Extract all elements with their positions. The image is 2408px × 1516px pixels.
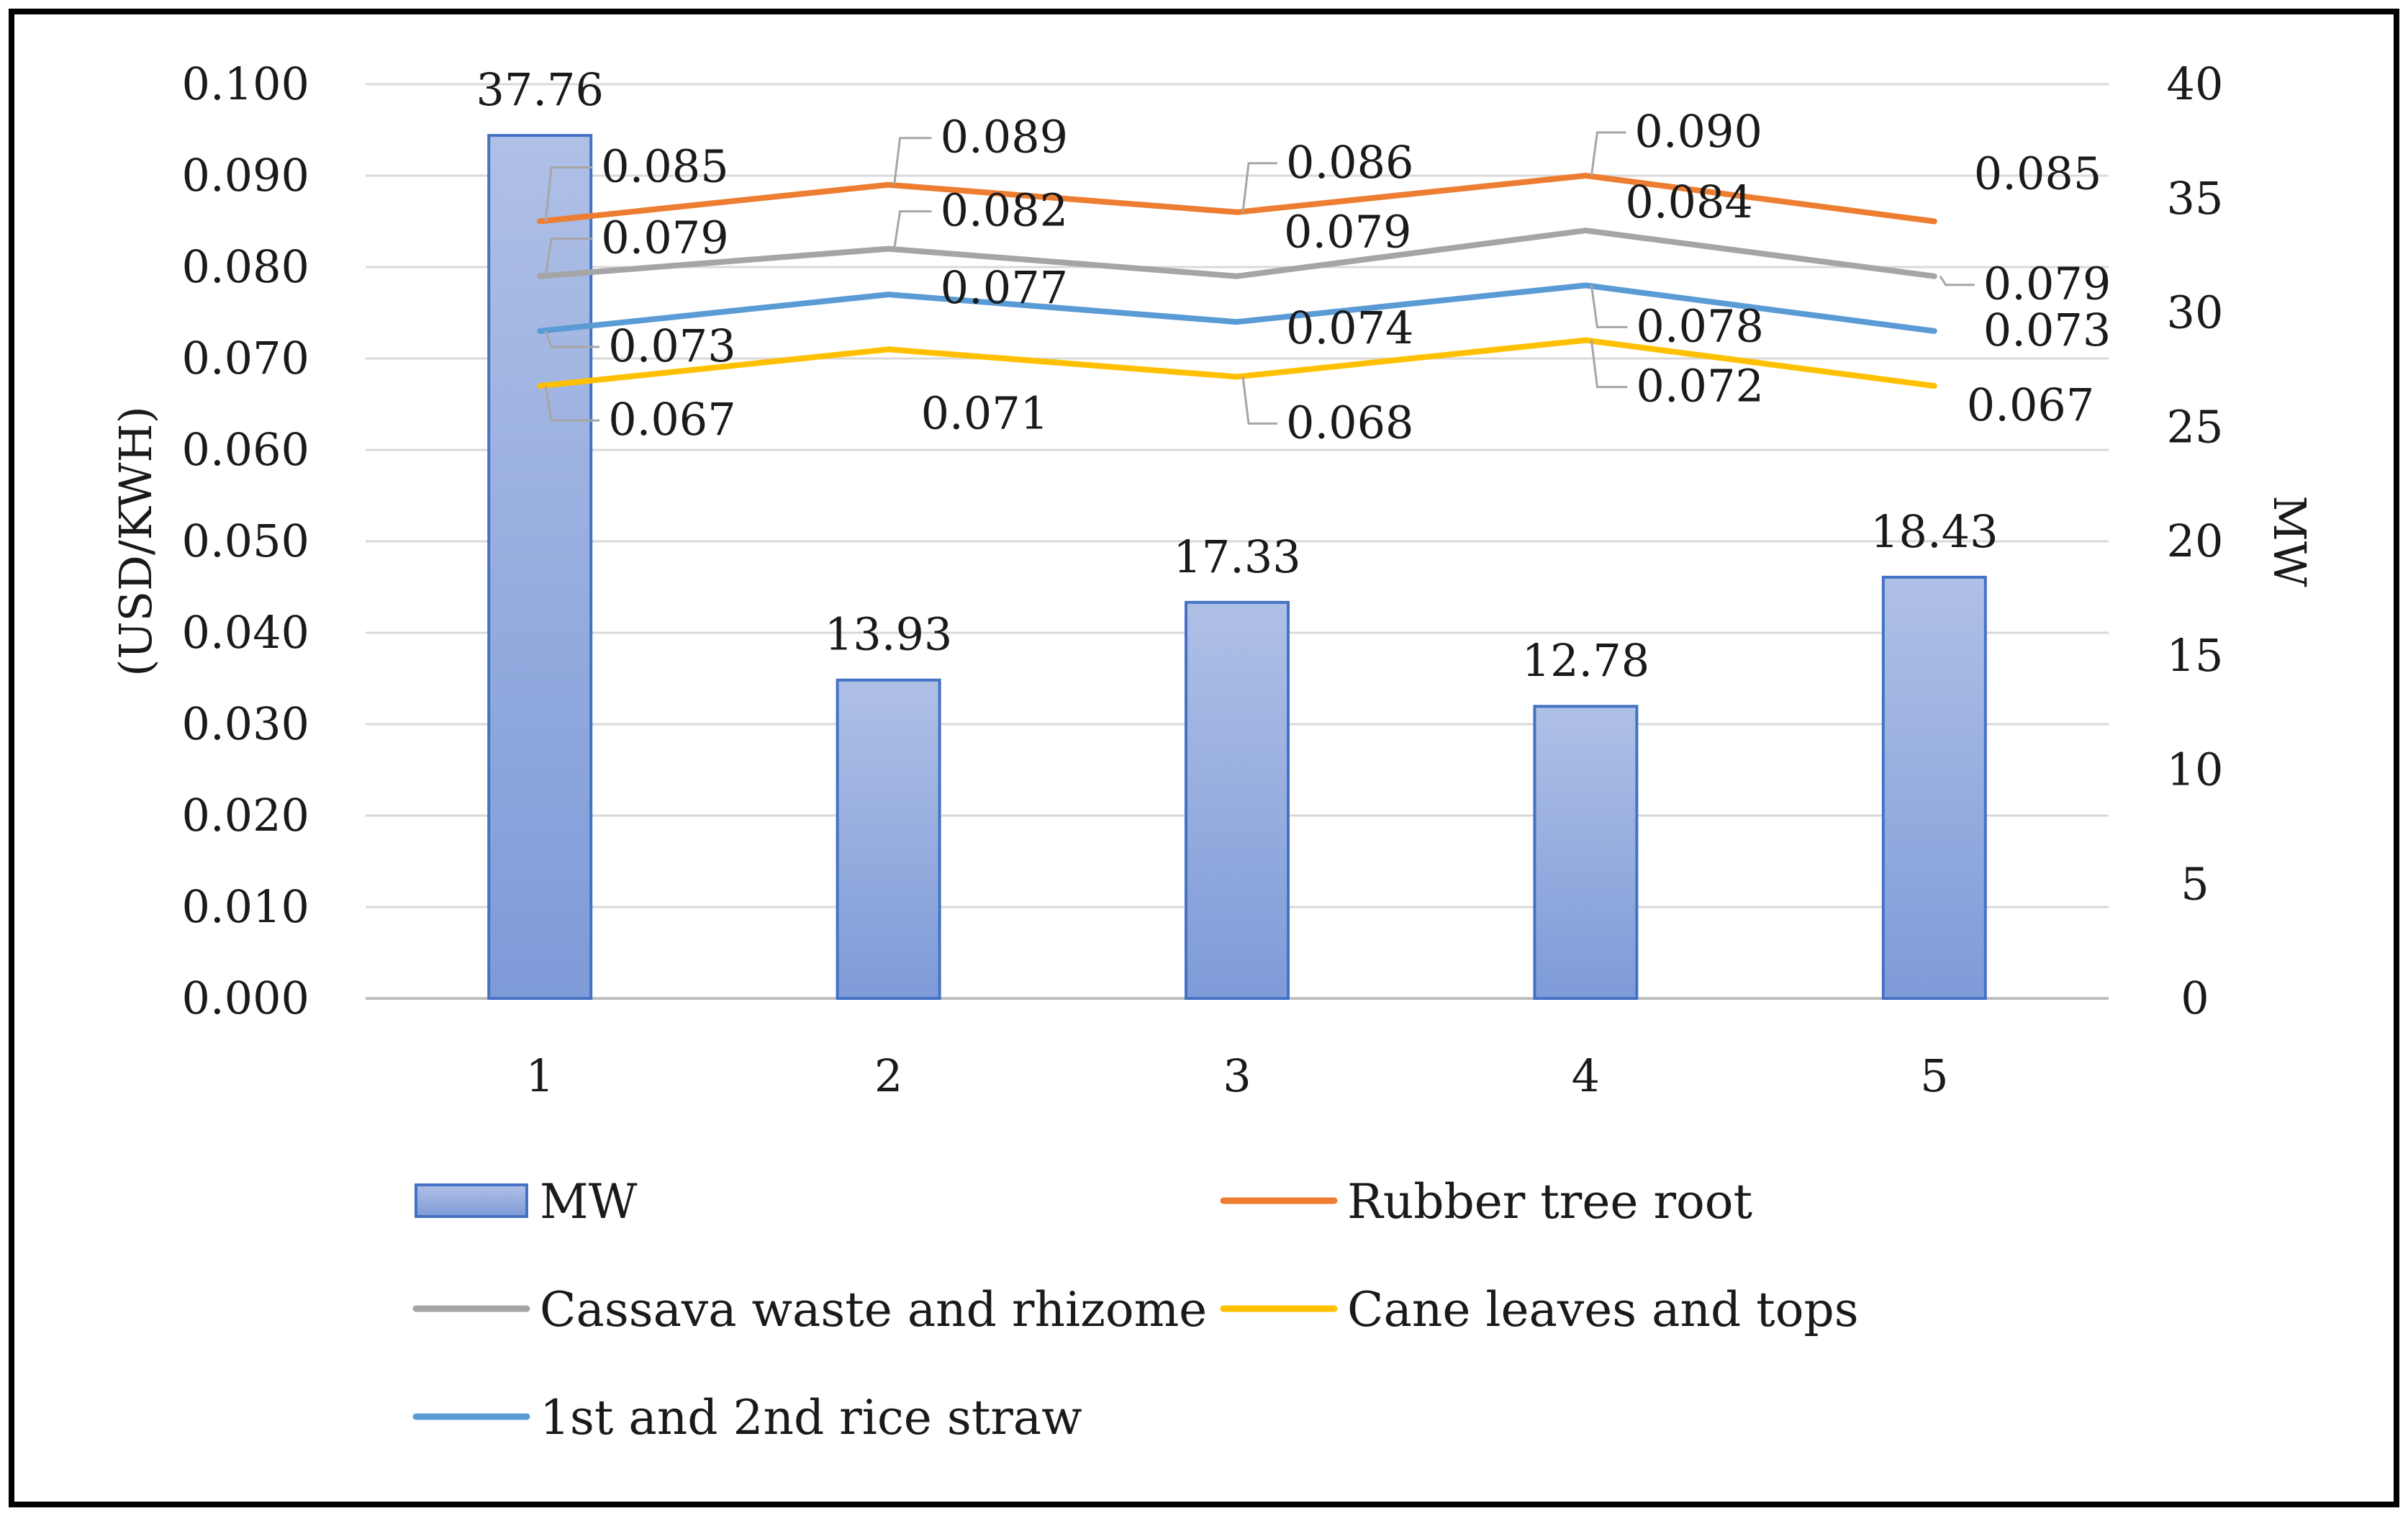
line-value-label: 0.074 — [1286, 302, 1414, 354]
line-value-label: 0.079 — [601, 212, 729, 264]
line-value-label: 0.067 — [608, 393, 736, 446]
data-labels: 37.76 13.93 17.33 12.78 18.43 0.085 0.089 0.086… — [476, 63, 2111, 687]
label-leader-line — [1590, 285, 1628, 328]
left-tick-label: 0.080 — [182, 240, 310, 293]
x-tick-label: 3 — [1223, 1050, 1251, 1102]
legend-label: Rubber tree root — [1347, 1174, 1752, 1230]
x-tick-label: 2 — [874, 1050, 902, 1102]
legend-label: MW — [540, 1174, 638, 1230]
x-tick-label: 5 — [1920, 1050, 1948, 1102]
right-tick-label: 35 — [2167, 172, 2224, 225]
left-tick-label: 0.000 — [182, 972, 310, 1024]
bar — [487, 134, 593, 1000]
right-tick-label: 30 — [2167, 286, 2224, 339]
left-tick-label: 0.100 — [182, 58, 310, 110]
label-leader-line — [893, 137, 932, 185]
bar-value-label: 12.78 — [1522, 634, 1650, 687]
right-tick-label: 15 — [2167, 629, 2224, 682]
label-leader-line — [1939, 275, 1975, 286]
line-value-label: 0.068 — [1286, 396, 1414, 448]
bar — [1533, 705, 1639, 1000]
label-leader-line — [544, 166, 593, 222]
legend-label: 1st and 2nd rice straw — [540, 1390, 1082, 1445]
line-value-label: 0.084 — [1625, 176, 1753, 228]
line-value-label: 0.090 — [1634, 105, 1762, 158]
label-leader-line — [544, 385, 600, 422]
legend-label: Cane leaves and tops — [1347, 1282, 1859, 1337]
bar — [836, 678, 941, 1000]
line-value-label: 0.073 — [1983, 304, 2111, 356]
line-value-label: 0.067 — [1967, 379, 2095, 431]
left-tick-label: 0.070 — [182, 332, 310, 384]
legend: MW Rubber tree root Cassava waste and rhiz… — [412, 1174, 1859, 1445]
line-value-label: 0.071 — [921, 387, 1049, 439]
line-value-label: 0.085 — [1974, 148, 2102, 200]
series-line — [537, 282, 1937, 334]
bar-value-label: 17.33 — [1173, 531, 1301, 583]
left-axis-title: (USD/KWH) — [109, 406, 162, 677]
x-tick-label: 4 — [1572, 1050, 1600, 1102]
label-leader-line — [1590, 131, 1626, 176]
line-value-label: 0.077 — [941, 261, 1069, 314]
line-value-label: 0.089 — [941, 111, 1069, 163]
bar — [1185, 600, 1290, 1000]
line-value-label: 0.079 — [1983, 258, 2111, 310]
label-leader-line — [1241, 162, 1277, 212]
line-value-label: 0.085 — [601, 140, 729, 193]
label-leader-line — [544, 330, 600, 348]
right-axis-title: MW — [2263, 495, 2316, 587]
series-line — [537, 337, 1937, 389]
left-tick-label: 0.040 — [182, 606, 310, 659]
line-value-label: 0.079 — [1284, 206, 1412, 258]
label-leader-line — [1590, 340, 1628, 389]
label-leader-line — [893, 210, 932, 249]
bar-value-label: 18.43 — [1870, 505, 1999, 558]
x-tick-label: 1 — [525, 1050, 553, 1102]
line-value-label: 0.072 — [1636, 360, 1764, 412]
left-tick-label: 0.060 — [182, 423, 310, 476]
line-value-label: 0.078 — [1636, 299, 1764, 352]
right-tick-label: 20 — [2167, 515, 2224, 567]
label-leader-line — [544, 238, 593, 276]
left-tick-label: 0.050 — [182, 515, 310, 567]
series-line — [537, 227, 1937, 279]
left-tick-label: 0.020 — [182, 789, 310, 842]
line-value-label: 0.073 — [608, 320, 736, 372]
right-tick-label: 0 — [2181, 972, 2209, 1024]
bar-series — [487, 134, 1987, 1000]
line-value-label: 0.086 — [1286, 136, 1414, 189]
right-tick-label: 40 — [2167, 58, 2224, 110]
line-series — [537, 173, 1937, 389]
right-tick-label: 5 — [2181, 857, 2209, 910]
left-tick-label: 0.090 — [182, 149, 310, 202]
bar-value-label: 37.76 — [476, 63, 604, 116]
right-tick-label: 25 — [2167, 400, 2224, 453]
label-leaders — [544, 131, 1975, 425]
series-line — [537, 173, 1937, 225]
right-tick-label: 10 — [2167, 744, 2224, 796]
axes: 0.000 0.010 0.020 0.030 0.040 0.050 0.060 0.070… — [109, 58, 2316, 1102]
legend-label: Cassava waste and rhizome — [540, 1282, 1207, 1337]
legend-swatch-bar — [415, 1183, 528, 1218]
line-value-label: 0.082 — [941, 184, 1069, 237]
label-leader-line — [1241, 376, 1277, 425]
bar — [1881, 575, 1987, 1000]
left-tick-label: 0.030 — [182, 698, 310, 750]
left-tick-label: 0.010 — [182, 880, 310, 933]
bar-value-label: 13.93 — [825, 608, 953, 661]
